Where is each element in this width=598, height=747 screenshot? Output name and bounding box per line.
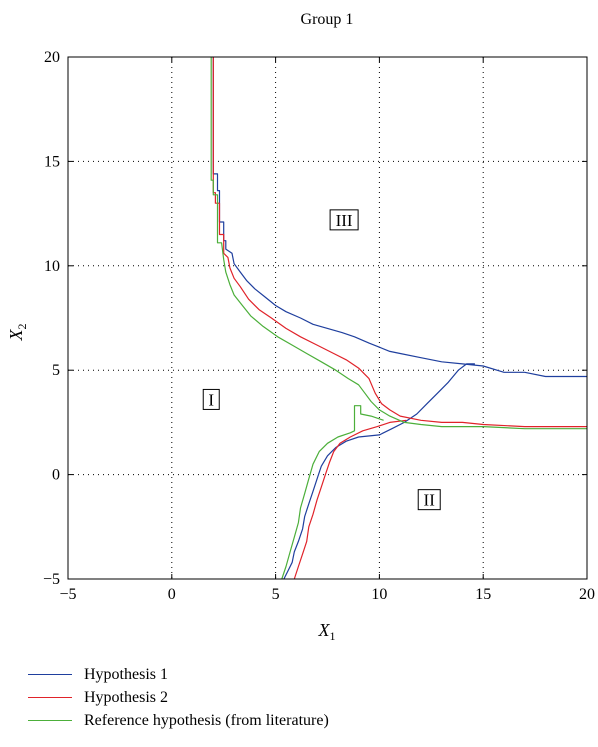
y-tick-label: 10 — [44, 258, 60, 275]
y-axis-label: X2 — [6, 324, 29, 342]
ticks: −5 0 5 10 15 20 −5 0 5 10 15 20 — [43, 49, 595, 603]
region-label: II — [424, 491, 436, 510]
legend-swatch — [28, 720, 72, 721]
y-tick-label: 15 — [44, 153, 60, 170]
y-tick-label: −5 — [43, 571, 60, 588]
series-line-reference-hypothesis-from-literature — [210, 57, 587, 430]
region-box — [202, 388, 220, 410]
series-line-hypothesis-1 — [283, 363, 475, 580]
series-line-hypothesis-2 — [212, 57, 587, 428]
x-tick-label: 5 — [272, 586, 280, 603]
y-tick-label: 5 — [52, 362, 60, 379]
region-label: I — [208, 390, 214, 409]
x-tick-label: 20 — [579, 586, 595, 603]
x-tick-label: −5 — [59, 586, 76, 603]
region-label: III — [336, 211, 353, 230]
x-tick-label: 15 — [475, 586, 491, 603]
series-line-hypothesis-2 — [293, 419, 407, 580]
y-tick-label: 20 — [44, 49, 60, 66]
series-line-reference-hypothesis-from-literature — [281, 405, 384, 580]
y-axis-label-sub: 2 — [15, 324, 29, 330]
chart-title: Group 1 — [301, 11, 354, 28]
legend-label: Hypothesis 2 — [84, 688, 168, 706]
legend: Hypothesis 1 Hypothesis 2 Reference hypoth… — [28, 663, 329, 732]
legend-label: Reference hypothesis (from literature) — [84, 711, 329, 729]
y-axis-label-main: X — [6, 329, 26, 342]
grid — [68, 57, 587, 579]
x-tick-label: 0 — [168, 586, 176, 603]
x-axis-label-main: X — [318, 620, 331, 640]
region-box — [417, 489, 441, 511]
x-axis-label: X1 — [318, 620, 336, 643]
x-axis-label-sub: 1 — [330, 629, 336, 643]
legend-item: Hypothesis 2 — [28, 686, 329, 709]
legend-label: Hypothesis 1 — [84, 665, 168, 683]
x-tick-label: 10 — [371, 586, 387, 603]
plot-frame — [67, 56, 588, 580]
legend-item: Hypothesis 1 — [28, 663, 329, 686]
series-layer — [210, 57, 587, 580]
legend-swatch — [28, 697, 72, 698]
legend-item: Reference hypothesis (from literature) — [28, 709, 329, 732]
region-box — [329, 209, 359, 231]
series-line-hypothesis-1 — [212, 57, 587, 378]
legend-swatch — [28, 674, 72, 675]
y-tick-label: 0 — [52, 467, 60, 484]
